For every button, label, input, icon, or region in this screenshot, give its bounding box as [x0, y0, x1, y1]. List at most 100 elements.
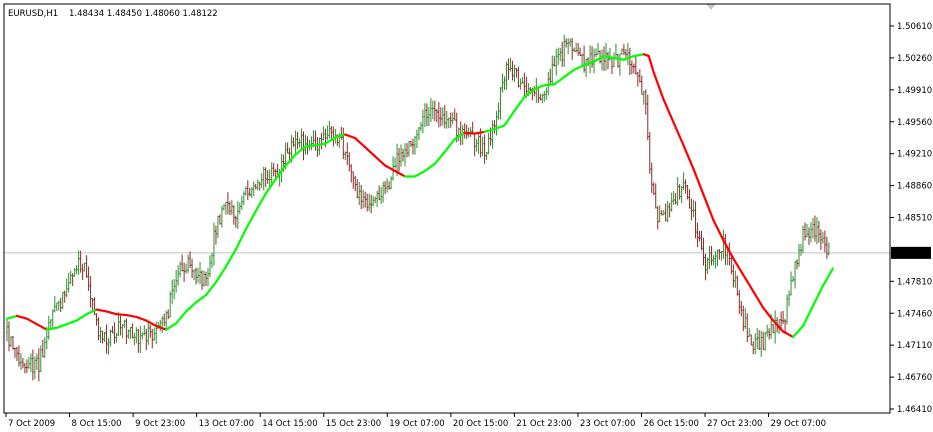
current-price-label: 1.48122 — [895, 249, 930, 259]
plot-area[interactable] — [4, 34, 890, 382]
ohlc-bar — [744, 308, 747, 330]
ohlc-bar — [89, 276, 92, 308]
ohlc-bar — [232, 205, 235, 225]
ohlc-bar — [330, 125, 333, 139]
ma-segment — [65, 319, 78, 326]
ohlc-bar — [386, 178, 389, 193]
ohlc-bar — [575, 42, 578, 53]
ohlc-bar — [696, 222, 699, 248]
ohlc-bar — [65, 278, 68, 298]
ma-segment — [85, 308, 98, 316]
ohlc-bar — [254, 183, 257, 190]
ohlc-bar — [266, 170, 269, 184]
ohlc-bar — [752, 341, 755, 355]
ohlc-bar — [563, 34, 566, 67]
ohlc-bar — [549, 68, 552, 86]
ma-segment — [702, 193, 715, 222]
ohlc-bar — [51, 309, 54, 330]
ohlc-bar — [692, 200, 695, 218]
time-axis-label: 27 Oct 23:00 — [707, 419, 762, 429]
ohlc-bar — [618, 53, 621, 76]
ohlc-bar — [346, 142, 349, 166]
chart-shift-marker-icon[interactable] — [706, 4, 716, 10]
time-axis-label: 14 Oct 15:00 — [262, 419, 317, 429]
ohlc-bar — [792, 276, 795, 282]
ohlc-bar — [322, 126, 325, 141]
ma-segment — [672, 121, 685, 147]
ohlc-bar — [774, 310, 777, 344]
ohlc-bar — [212, 222, 215, 266]
price-axis[interactable]: 1.50610 1.50260 1.49910 1.49560 1.49210 1.488… — [890, 22, 932, 415]
ohlc-bar — [626, 42, 629, 66]
ohlc-bar — [823, 230, 826, 253]
ohlc-bar — [658, 205, 661, 223]
ohlc-bar — [734, 270, 737, 289]
ohlc-bar — [539, 93, 542, 101]
ohlc-bar — [423, 103, 426, 128]
ohlc-bar — [264, 167, 267, 187]
price-axis-label: 1.50610 — [897, 22, 932, 32]
ohlc-bar — [358, 181, 361, 206]
ma-segment — [423, 162, 436, 173]
ma-segment — [622, 54, 635, 61]
ohlc-bar — [409, 140, 412, 148]
ohlc-bar — [435, 109, 438, 123]
ohlc-bar — [736, 275, 739, 296]
ohlc-bar — [433, 100, 436, 122]
ohlc-bar — [652, 182, 655, 196]
ma-segment — [185, 301, 198, 313]
ma-segment — [443, 137, 456, 153]
ohlc-bar — [147, 321, 150, 345]
ma-segment — [533, 84, 546, 91]
ohlc-bar — [101, 330, 104, 344]
ohlc-bar — [87, 266, 90, 291]
ma-segment — [135, 315, 148, 322]
ohlc-bar — [141, 332, 144, 340]
ohlc-bar — [700, 230, 703, 251]
ma-segment — [254, 192, 267, 213]
ohlc-bar — [809, 222, 812, 243]
ohlc-bar — [523, 72, 526, 97]
ohlc-bar — [151, 328, 154, 349]
ohlc-bar — [304, 134, 307, 155]
ohlc-bar — [75, 265, 78, 275]
ohlc-bar — [708, 245, 711, 270]
ohlc-bar — [15, 346, 18, 362]
ohlc-bar — [684, 179, 687, 194]
ohlc-bar — [220, 205, 223, 228]
ohlc-bar — [125, 318, 128, 344]
ohlc-bar — [167, 309, 170, 320]
ohlc-bar — [149, 324, 152, 338]
ohlc-bar — [179, 261, 182, 278]
ohlc-bar — [404, 143, 406, 167]
ma-segment — [354, 137, 367, 149]
ohlc-bar — [427, 106, 430, 126]
ohlc-bar — [260, 173, 263, 189]
ohlc-bar — [636, 71, 639, 87]
ohlc-bar — [300, 128, 303, 150]
ma-segment — [344, 133, 357, 140]
ohlc-bar — [362, 189, 365, 209]
ma-segment — [234, 228, 247, 251]
ohlc-bar — [748, 327, 751, 338]
ohlc-bar — [547, 71, 550, 96]
ma-segment — [722, 239, 735, 260]
ohlc-bar — [742, 305, 745, 332]
ohlc-bar — [71, 273, 74, 287]
ohlc-bar — [732, 264, 735, 288]
ohlc-bar — [47, 315, 50, 340]
ma-segment — [45, 326, 58, 331]
ohlc-bar — [29, 353, 32, 373]
price-axis-label: 1.46410 — [897, 405, 932, 415]
ohlc-bar — [205, 271, 207, 287]
time-axis[interactable]: 7 Oct 2009 8 Oct 15:00 9 Oct 23:00 13 Oct 0… — [5, 413, 826, 429]
ma-segment — [791, 324, 805, 339]
ma-segment — [453, 131, 466, 141]
ma-segment — [393, 169, 407, 178]
ohlc-bar — [583, 45, 586, 73]
ohlc-bar — [67, 272, 70, 293]
ohlc-bar — [318, 137, 321, 156]
ohlc-bar — [760, 330, 763, 357]
